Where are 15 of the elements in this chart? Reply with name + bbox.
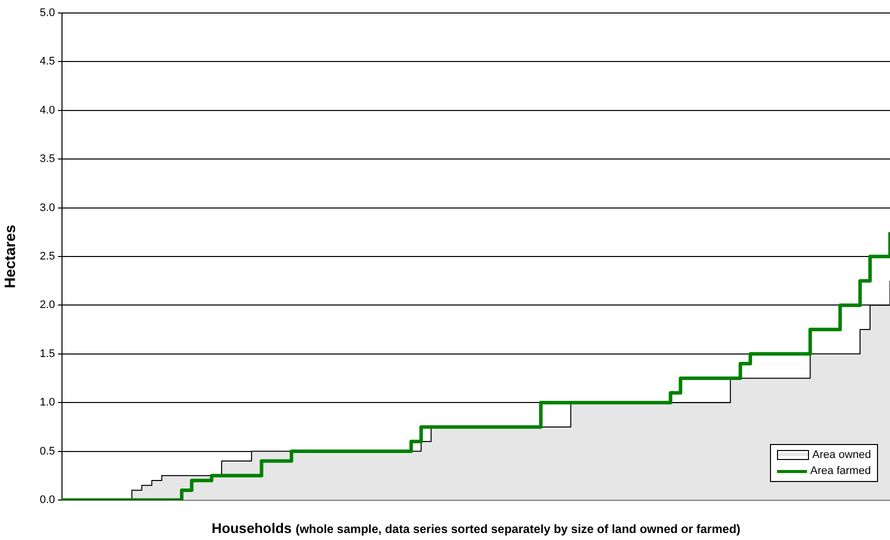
y-tick-label: 1.0 <box>40 396 55 409</box>
y-tick-label: 5.0 <box>40 7 55 20</box>
y-tick-label: 1.5 <box>40 348 55 360</box>
y-tick-label: 2.5 <box>40 250 55 263</box>
legend-label: Area farmed <box>810 465 871 477</box>
x-axis-title: Households (whole sample, data series sorted separately by size of land owned or farmed) <box>210 520 742 536</box>
y-tick-label: 4.5 <box>40 56 55 68</box>
y-axis-title: Hectares <box>2 224 20 288</box>
series-label: Area owned <box>812 449 871 461</box>
y-tick-label: 4.0 <box>40 104 55 116</box>
y-tick-label: 0.5 <box>40 445 55 458</box>
y-tick-label: 0.0 <box>40 494 55 506</box>
y-tick-label: 2.0 <box>40 299 55 312</box>
y-tick-label: 3.0 <box>40 202 55 214</box>
y-tick-label: 3.5 <box>40 153 55 166</box>
